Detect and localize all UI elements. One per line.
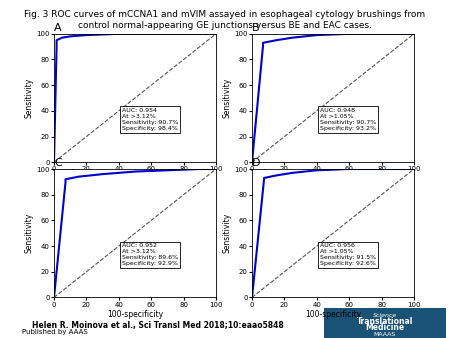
- X-axis label: 100-specificity: 100-specificity: [107, 175, 163, 184]
- X-axis label: 100-specificity: 100-specificity: [305, 310, 361, 319]
- Text: Published by AAAS: Published by AAAS: [22, 329, 88, 335]
- Y-axis label: Sensitivity: Sensitivity: [223, 78, 232, 118]
- Text: Medicine: Medicine: [365, 323, 404, 332]
- Y-axis label: Sensitivity: Sensitivity: [25, 78, 34, 118]
- Y-axis label: Sensitivity: Sensitivity: [223, 213, 232, 254]
- Text: A: A: [54, 23, 62, 33]
- Text: Fig. 3 ROC curves of mCCNA1 and mVIM assayed in esophageal cytology brushings fr: Fig. 3 ROC curves of mCCNA1 and mVIM ass…: [24, 10, 426, 29]
- Text: AUC: 0.952
At >3.12%
Sensitivity: 89.6%
Specificity: 92.9%: AUC: 0.952 At >3.12% Sensitivity: 89.6% …: [122, 243, 178, 266]
- Text: B: B: [252, 23, 260, 33]
- Text: Translational: Translational: [356, 317, 413, 326]
- Text: AUC: 0.948
At >1.05%
Sensitivity: 90.7%
Specificity: 93.2%: AUC: 0.948 At >1.05% Sensitivity: 90.7% …: [320, 108, 376, 131]
- Text: C: C: [54, 158, 62, 168]
- X-axis label: 100-specificity: 100-specificity: [107, 310, 163, 319]
- Text: Science: Science: [373, 313, 397, 318]
- Y-axis label: Sensitivity: Sensitivity: [25, 213, 34, 254]
- Text: Helen R. Moinova et al., Sci Transl Med 2018;10:eaao5848: Helen R. Moinova et al., Sci Transl Med …: [32, 320, 284, 330]
- Text: AUC: 0.956
At >1.05%
Sensitivity: 91.5%
Specificity: 92.6%: AUC: 0.956 At >1.05% Sensitivity: 91.5% …: [320, 243, 376, 266]
- X-axis label: 100-specificity: 100-specificity: [305, 175, 361, 184]
- Text: AUC: 0.954
At >3.12%
Sensitivity: 90.7%
Specificity: 98.4%: AUC: 0.954 At >3.12% Sensitivity: 90.7% …: [122, 108, 178, 131]
- Text: D: D: [252, 158, 261, 168]
- Text: MAAAS: MAAAS: [374, 332, 396, 337]
